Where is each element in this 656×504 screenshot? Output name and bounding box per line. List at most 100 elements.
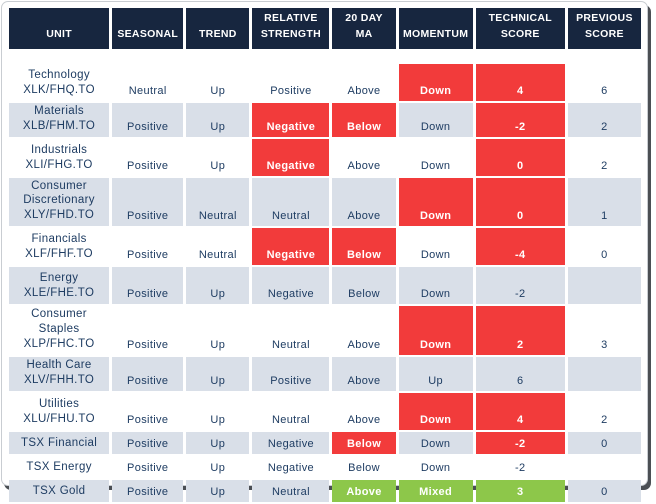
cell-momentum: Down <box>398 306 473 356</box>
cell-trend: Up <box>186 357 250 392</box>
cell-rel_strength: Neutral <box>252 177 330 227</box>
cell-prev_score: 0 <box>567 228 641 266</box>
table-row: Materials XLB/FHM.TO Positive Up Negative Be… <box>9 102 641 137</box>
cell-ma20: Above <box>332 357 396 392</box>
cell-momentum: Down <box>398 138 473 176</box>
cell-seasonal: Positive <box>112 306 184 356</box>
cell-rel_strength: Negative <box>252 456 330 479</box>
unit-cell: Utilities XLU/FHU.TO <box>9 393 110 431</box>
cell-momentum: Mixed <box>398 480 473 503</box>
cell-seasonal: Positive <box>112 138 184 176</box>
cell-trend: Up <box>186 138 250 176</box>
sector-technical-score-table: UNIT SEASONAL TREND RELATIVE STRENGTH 20… <box>6 6 644 504</box>
unit-cell: Financials XLF/FHF.TO <box>9 228 110 266</box>
cell-ma20: Below <box>332 456 396 479</box>
unit-cell: Health Care XLV/FHH.TO <box>9 357 110 392</box>
cell-tech_score: -2 <box>475 102 565 137</box>
column-header-relative-strength: RELATIVE STRENGTH <box>252 8 330 49</box>
cell-rel_strength: Positive <box>252 357 330 392</box>
cell-prev_score: 2 <box>567 138 641 176</box>
cell-seasonal: Positive <box>112 102 184 137</box>
cell-ma20: Below <box>332 102 396 137</box>
table-row: Energy XLE/FHE.TO Positive Up Negative Below… <box>9 267 641 305</box>
cell-momentum: Down <box>398 228 473 266</box>
cell-momentum: Down <box>398 177 473 227</box>
cell-trend: Neutral <box>186 177 250 227</box>
cell-momentum: Up <box>398 357 473 392</box>
table-row: TSX Energy Positive Up Negative Below Down -2 <box>9 456 641 479</box>
cell-prev_score: 3 <box>567 306 641 356</box>
cell-rel_strength: Neutral <box>252 480 330 503</box>
table-body: Technology XLK/FHQ.TO Neutral Up Positive Ab… <box>9 50 641 503</box>
unit-cell: Consumer Discretionary XLY/FHD.TO <box>9 177 110 227</box>
cell-prev_score <box>567 357 641 392</box>
cell-momentum: Down <box>398 393 473 431</box>
cell-seasonal: Positive <box>112 177 184 227</box>
cell-rel_strength: Neutral <box>252 306 330 356</box>
column-header-unit: UNIT <box>9 8 110 49</box>
cell-prev_score: 2 <box>567 393 641 431</box>
cell-seasonal: Positive <box>112 267 184 305</box>
unit-cell: Materials XLB/FHM.TO <box>9 102 110 137</box>
column-header-technical-score: TECHNICAL SCORE <box>475 8 565 49</box>
cell-rel_strength: Negative <box>252 228 330 266</box>
cell-trend: Up <box>186 480 250 503</box>
cell-tech_score: 3 <box>475 480 565 503</box>
cell-tech_score: 4 <box>475 63 565 101</box>
cell-trend: Up <box>186 393 250 431</box>
cell-prev_score <box>567 456 641 479</box>
column-header-previous-score: PREVIOUS SCORE <box>567 8 641 49</box>
cell-rel_strength: Negative <box>252 432 330 455</box>
cell-seasonal: Neutral <box>112 63 184 101</box>
column-header-trend: TREND <box>186 8 250 49</box>
cell-seasonal: Positive <box>112 357 184 392</box>
cell-momentum: Down <box>398 432 473 455</box>
cell-seasonal: Positive <box>112 456 184 479</box>
cell-trend: Up <box>186 63 250 101</box>
header-spacer-row <box>9 50 641 62</box>
cell-trend: Neutral <box>186 228 250 266</box>
unit-cell: Industrials XLI/FHG.TO <box>9 138 110 176</box>
cell-tech_score: 0 <box>475 138 565 176</box>
column-header-20-day-ma: 20 DAY MA <box>332 8 396 49</box>
cell-prev_score: 2 <box>567 102 641 137</box>
cell-seasonal: Positive <box>112 432 184 455</box>
table-row: Consumer Discretionary XLY/FHD.TO Positiv… <box>9 177 641 227</box>
cell-tech_score: 6 <box>475 357 565 392</box>
cell-trend: Up <box>186 306 250 356</box>
cell-ma20: Above <box>332 63 396 101</box>
cell-trend: Up <box>186 432 250 455</box>
cell-tech_score: -4 <box>475 228 565 266</box>
cell-seasonal: Positive <box>112 393 184 431</box>
cell-trend: Up <box>186 456 250 479</box>
cell-momentum: Down <box>398 267 473 305</box>
column-header-momentum: MOMENTUM <box>398 8 473 49</box>
cell-prev_score: 0 <box>567 432 641 455</box>
cell-ma20: Above <box>332 393 396 431</box>
cell-seasonal: Positive <box>112 480 184 503</box>
cell-ma20: Above <box>332 138 396 176</box>
cell-rel_strength: Negative <box>252 267 330 305</box>
cell-trend: Up <box>186 267 250 305</box>
table-row: TSX Gold Positive Up Neutral Above Mixed 3 0 <box>9 480 641 503</box>
cell-ma20: Below <box>332 432 396 455</box>
cell-momentum: Down <box>398 63 473 101</box>
unit-cell: TSX Energy <box>9 456 110 479</box>
column-header-seasonal: SEASONAL <box>112 8 184 49</box>
cell-rel_strength: Positive <box>252 63 330 101</box>
cell-tech_score: -2 <box>475 456 565 479</box>
table-row: Utilities XLU/FHU.TO Positive Up Neutral Abo… <box>9 393 641 431</box>
table-header: UNIT SEASONAL TREND RELATIVE STRENGTH 20… <box>9 8 641 49</box>
cell-prev_score: 0 <box>567 480 641 503</box>
table-row: Health Care XLV/FHH.TO Positive Up Positive… <box>9 357 641 392</box>
cell-tech_score: -2 <box>475 267 565 305</box>
unit-cell: Energy XLE/FHE.TO <box>9 267 110 305</box>
cell-rel_strength: Negative <box>252 138 330 176</box>
unit-cell: Technology XLK/FHQ.TO <box>9 63 110 101</box>
cell-momentum: Down <box>398 456 473 479</box>
cell-prev_score <box>567 267 641 305</box>
unit-cell: TSX Gold <box>9 480 110 503</box>
cell-ma20: Above <box>332 306 396 356</box>
cell-prev_score: 6 <box>567 63 641 101</box>
